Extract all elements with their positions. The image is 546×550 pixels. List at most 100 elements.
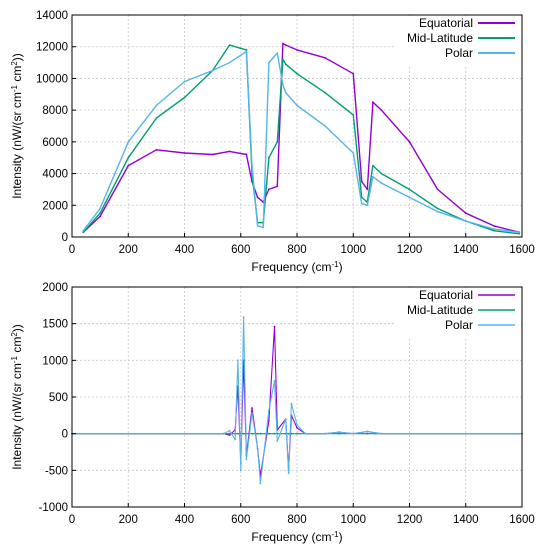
bottom-series-line-polar (72, 316, 522, 485)
bottom-point-midlatitude-8 (251, 432, 253, 435)
top-point-equatorial-18 (360, 180, 363, 183)
top-point-polar-14 (284, 91, 287, 94)
bottom-point-polar-23 (374, 432, 377, 434)
bottom-point-polar-12 (273, 380, 276, 382)
bottom-point-equatorial-2 (228, 434, 231, 436)
top-point-midlatitude-20 (372, 164, 374, 167)
top-legend-label-polar: Polar (445, 46, 473, 60)
top-point-equatorial-19 (366, 188, 369, 191)
top-x-tick-label-1200: 1200 (397, 244, 423, 256)
top-point-midlatitude-15 (296, 72, 298, 75)
top-point-equatorial-11 (268, 188, 270, 191)
top-point-midlatitude-4 (183, 96, 186, 99)
top-point-equatorial-4 (183, 152, 186, 154)
bottom-y-tick-label--1000: -1000 (39, 502, 68, 514)
bottom-point-midlatitude-4 (237, 432, 239, 435)
top-x-tick-label-1000: 1000 (340, 244, 366, 256)
chart-top: 0 200 400 600 800 1000 1200 1400 1600 0 2000 4000 60… (10, 10, 535, 274)
bottom-x-tick-label-0: 0 (69, 514, 75, 526)
top-point-polar-1 (99, 207, 101, 210)
bottom-point-polar-10 (259, 482, 262, 485)
top-point-midlatitude-22 (408, 188, 411, 191)
top-point-equatorial-2 (127, 164, 130, 167)
bottom-point-midlatitude-2 (228, 432, 231, 435)
bottom-point-polar-24 (380, 432, 383, 435)
top-point-equatorial-20 (372, 101, 374, 104)
top-y-tick-label-14000: 14000 (36, 10, 68, 22)
top-point-polar-8 (251, 164, 253, 167)
bottom-x-tick-label-800: 800 (287, 514, 306, 526)
bottom-x-tick-label-1400: 1400 (453, 514, 479, 526)
top-point-midlatitude-0 (82, 231, 85, 234)
top-point-equatorial-14 (284, 44, 287, 46)
bottom-x-tick-label-200: 200 (119, 514, 138, 526)
top-point-equatorial-17 (352, 72, 355, 75)
bottom-series-line-equatorial (72, 326, 522, 477)
bottom-point-midlatitude-9 (256, 432, 259, 435)
top-point-polar-12 (276, 52, 279, 54)
top-point-midlatitude-3 (155, 117, 158, 119)
bottom-y-tick-label-1000: 1000 (42, 355, 68, 367)
bottom-point-polar-18 (304, 432, 307, 435)
top-x-tick-label-600: 600 (231, 244, 250, 256)
bottom-x-tick-label-1600: 1600 (509, 514, 535, 526)
top-point-midlatitude-17 (352, 114, 355, 116)
top-point-midlatitude-12 (276, 141, 279, 143)
bottom-point-polar-2 (228, 429, 231, 432)
top-point-polar-9 (256, 225, 259, 227)
top-point-polar-16 (324, 125, 326, 127)
top-point-equatorial-5 (211, 153, 214, 156)
bottom-point-midlatitude-12 (273, 432, 276, 435)
top-point-polar-2 (127, 141, 130, 143)
bottom-y-axis-label: Intensity (nW/(sr cm-1 cm2)) (10, 324, 24, 470)
bottom-point-polar-8 (251, 412, 253, 414)
top-y-tick-label-0: 0 (62, 232, 68, 244)
top-point-midlatitude-16 (324, 91, 326, 94)
bottom-legend: Equatorial Mid-Latitude Polar (395, 288, 521, 338)
bottom-x-tick-label-1200: 1200 (397, 514, 423, 526)
bottom-x-axis-label: Frequency (cm-1) (251, 530, 342, 544)
bottom-point-polar-9 (256, 447, 259, 450)
bottom-y-tick-label-0: 0 (62, 429, 68, 441)
bottom-legend-label-midlatitude: Mid-Latitude (407, 303, 473, 317)
bottom-point-polar-22 (366, 430, 369, 433)
top-point-midlatitude-7 (245, 49, 248, 51)
top-legend-label-midlatitude: Mid-Latitude (407, 31, 473, 45)
top-point-polar-21 (380, 182, 383, 185)
bottom-series (71, 316, 523, 485)
top-point-equatorial-9 (256, 196, 259, 199)
top-point-equatorial-22 (408, 141, 411, 143)
top-grid (72, 15, 522, 237)
top-point-equatorial-3 (155, 148, 158, 151)
top-point-polar-20 (372, 175, 374, 178)
top-y-tick-label-2000: 2000 (42, 200, 68, 212)
top-point-equatorial-25 (493, 225, 495, 227)
top-point-equatorial-16 (324, 56, 326, 59)
top-point-polar-25 (493, 228, 495, 231)
bottom-point-polar-21 (352, 432, 355, 435)
bottom-point-midlatitude-15 (287, 432, 290, 435)
top-point-equatorial-24 (464, 212, 467, 215)
bottom-point-midlatitude-20 (338, 432, 341, 435)
top-y-tick-label-6000: 6000 (42, 137, 68, 149)
bottom-point-midlatitude-17 (296, 432, 298, 435)
top-x-tick-label-400: 400 (175, 244, 194, 256)
top-point-midlatitude-2 (127, 156, 130, 159)
top-point-midlatitude-6 (228, 44, 231, 46)
bottom-ticks: 0 200 400 600 800 1000 1200 1400 1600 -1000 -500 0 5… (39, 282, 535, 526)
top-series (82, 42, 521, 235)
top-point-polar-26 (518, 231, 521, 234)
top-point-equatorial-1 (99, 215, 101, 218)
bottom-point-polar-15 (287, 472, 290, 475)
top-point-midlatitude-26 (518, 232, 521, 235)
bottom-x-tick-label-400: 400 (175, 514, 194, 526)
bottom-y-tick-label-1500: 1500 (42, 319, 68, 331)
top-point-polar-23 (436, 210, 439, 213)
top-point-polar-3 (155, 104, 158, 107)
bottom-point-midlatitude-6 (242, 432, 245, 435)
bottom-point-midlatitude-11 (268, 432, 270, 435)
bottom-point-polar-4 (237, 359, 239, 362)
bottom-point-polar-14 (284, 418, 287, 420)
bottom-point-polar-5 (239, 469, 242, 472)
top-point-polar-24 (464, 220, 467, 223)
